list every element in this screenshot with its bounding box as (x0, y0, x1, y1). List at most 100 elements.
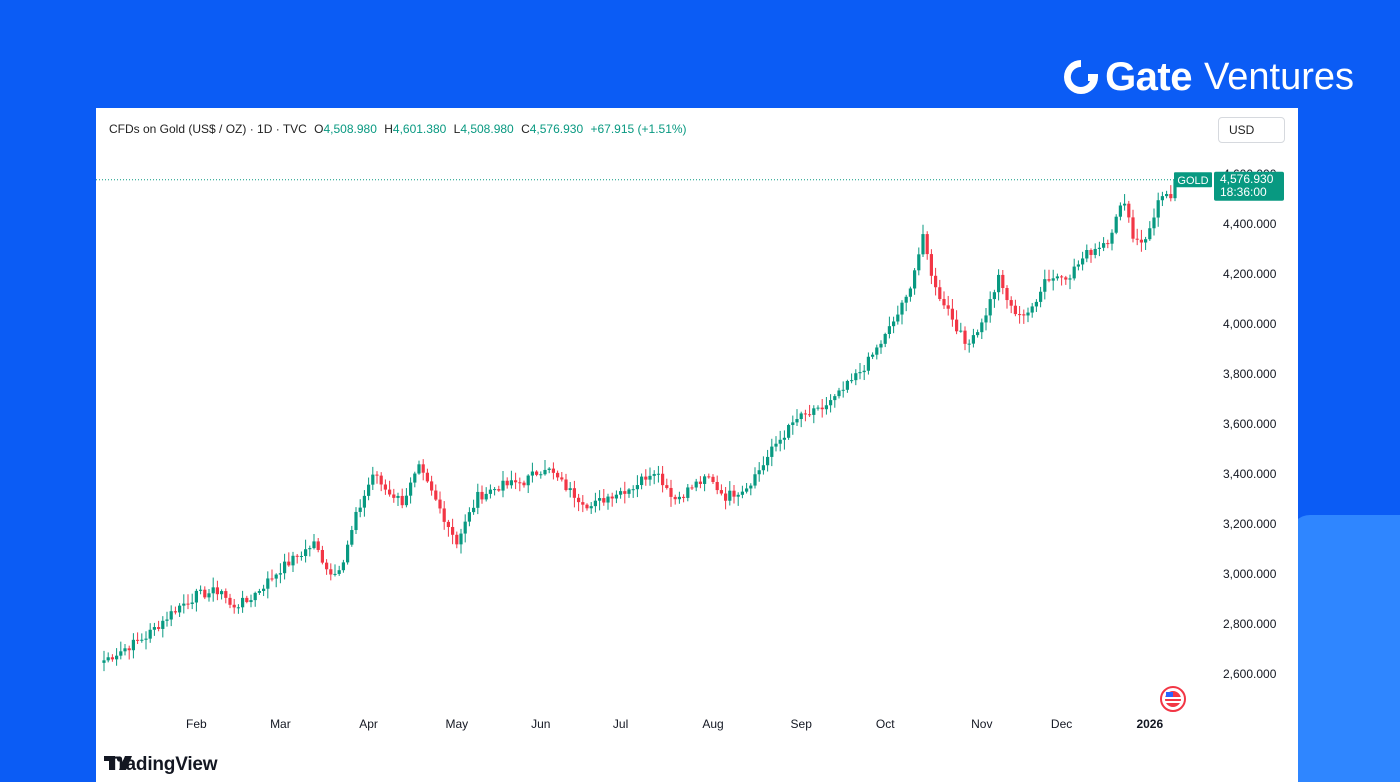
y-tick-label: 3,800.000 (1223, 367, 1277, 381)
candle-body (514, 480, 518, 483)
candles-layer (102, 175, 1177, 672)
candle-body (430, 481, 434, 491)
candle-body (703, 476, 707, 484)
last-price-tag (1214, 171, 1284, 201)
candle-body (614, 494, 618, 499)
candle-body (1018, 314, 1022, 316)
candle-body (698, 481, 702, 484)
candle-body (774, 443, 778, 447)
close-label: C (521, 122, 530, 136)
candle-body (442, 508, 446, 522)
currency-button[interactable]: USD (1218, 117, 1285, 143)
candle-body (1043, 279, 1047, 292)
candle-body (119, 651, 123, 656)
tradingview-logo[interactable]: TradingView (104, 754, 218, 776)
candle-body (102, 660, 106, 663)
candle-body (518, 482, 522, 484)
x-tick-label: Jun (531, 717, 550, 731)
candle-body (262, 588, 266, 592)
x-tick-label: Oct (876, 717, 895, 731)
candle-body (341, 562, 345, 571)
candle-body (337, 570, 341, 574)
candle-body (287, 561, 291, 566)
candle-body (980, 322, 984, 333)
candle-body (367, 484, 371, 496)
candle-body (194, 590, 198, 603)
candle-body (749, 485, 753, 489)
high-value: 4,601.380 (392, 122, 447, 136)
candle-body (753, 474, 757, 486)
candle-body (1131, 217, 1135, 239)
candle-body (686, 487, 690, 498)
candle-body (148, 629, 152, 639)
ohlc-legend: CFDs on Gold (US$ / OZ) · 1D · TVC O4,50… (109, 122, 687, 136)
candle-body (245, 597, 249, 603)
price-chart[interactable]: 2,600.000 2,800.000 3,000.000 3,200.000 3,40… (96, 108, 1298, 782)
candle-body (845, 380, 849, 390)
candle-body (745, 488, 749, 492)
candle-body (329, 569, 333, 575)
candle-body (1102, 243, 1106, 248)
candle-body (1022, 314, 1026, 316)
candle-body (803, 413, 807, 415)
candle-body (1076, 264, 1080, 267)
candle-body (220, 591, 224, 595)
candle-body (136, 639, 140, 641)
candle-body (585, 504, 589, 509)
candle-body (543, 469, 547, 475)
candle-body (110, 657, 114, 660)
candle-body (724, 493, 728, 501)
symbol-description: CFDs on Gold (US$ / OZ) · 1D · TVC (109, 122, 307, 136)
brand-suffix: Ventures (1204, 55, 1354, 98)
candle-body (186, 603, 190, 605)
candle-body (560, 477, 564, 480)
y-tick-label: 3,400.000 (1223, 467, 1277, 481)
candle-body (971, 335, 975, 344)
high-label: H (384, 122, 393, 136)
candle-body (169, 611, 173, 620)
candle-body (707, 476, 711, 478)
candle-body (883, 333, 887, 344)
candle-body (929, 254, 933, 276)
tradingview-icon (104, 756, 132, 770)
candle-body (1013, 305, 1017, 315)
candle-body (476, 491, 480, 508)
candle-body (123, 648, 127, 652)
candle-body (451, 527, 455, 535)
candle-body (266, 578, 270, 589)
candle-body (388, 489, 392, 495)
candle-body (509, 480, 513, 486)
x-tick-label: Apr (359, 717, 378, 731)
candle-body (144, 638, 148, 640)
candle-body (350, 530, 354, 545)
price-tag: GOLD 4,576.930 18:36:00 (1174, 171, 1284, 201)
candle-body (409, 482, 413, 496)
low-value: 4,508.980 (460, 122, 514, 136)
x-tick-label: 2026 (1136, 717, 1163, 731)
candle-body (728, 490, 732, 501)
candle-body (480, 491, 484, 500)
candle-body (379, 475, 383, 485)
y-tick-label: 4,000.000 (1223, 317, 1277, 331)
candle-body (887, 326, 891, 334)
candle-body (304, 549, 308, 557)
x-tick-label: Sep (791, 717, 813, 731)
candle-body (770, 446, 774, 457)
candle-body (354, 511, 358, 531)
candle-body (299, 556, 303, 558)
candle-body (820, 407, 824, 410)
candle-body (413, 473, 417, 483)
candle-body (278, 573, 282, 575)
candle-body (438, 499, 442, 509)
candle-body (1156, 200, 1160, 218)
candle-body (333, 573, 337, 575)
candle-body (535, 471, 539, 475)
candle-body (766, 456, 770, 466)
candle-body (203, 589, 207, 598)
candle-body (644, 476, 648, 480)
candle-body (1051, 278, 1055, 281)
candle-body (1060, 276, 1064, 278)
candle-body (526, 475, 530, 486)
candle-body (493, 489, 497, 491)
candle-body (740, 491, 744, 495)
